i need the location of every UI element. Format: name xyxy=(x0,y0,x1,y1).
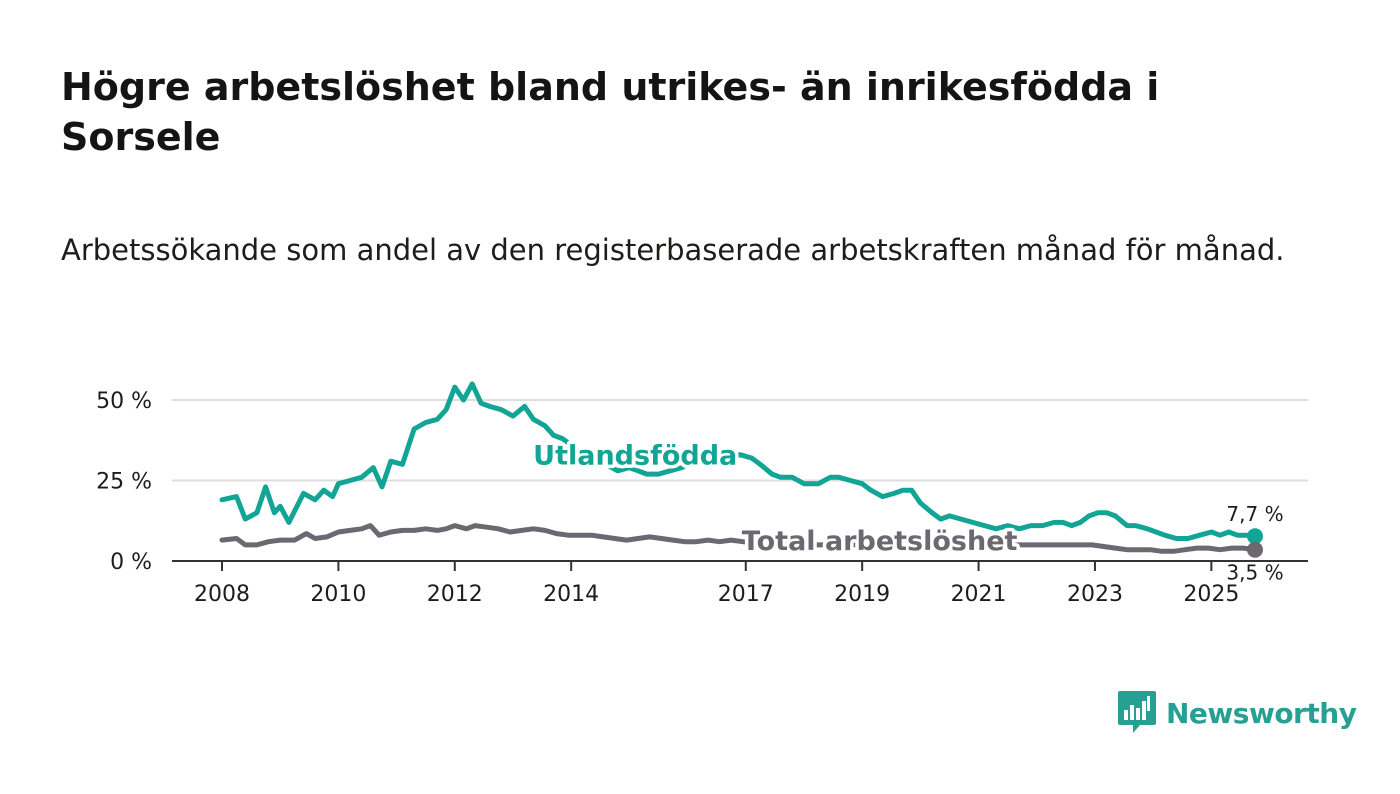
series-line-utlandsfodda xyxy=(219,381,1258,541)
chart-subtitle: Arbetssökande som andel av den registerb… xyxy=(61,233,1285,267)
end-label-total: 3,5 % xyxy=(1226,561,1283,585)
y-tick-label: 25 % xyxy=(96,470,152,495)
newsworthy-logo: Newsworthy xyxy=(1118,690,1357,736)
x-tick-label: 2017 xyxy=(718,582,774,607)
series-label-total: Total arbetslöshet xyxy=(742,526,1018,557)
x-tick-label: 2023 xyxy=(1067,582,1123,607)
x-tick-label: 2019 xyxy=(834,582,890,607)
y-tick-label: 50 % xyxy=(96,389,152,414)
end-point-total xyxy=(1247,541,1263,558)
newsworthy-brand-name: Newsworthy xyxy=(1166,696,1357,730)
x-tick-label: 2012 xyxy=(427,582,483,607)
x-tick-label: 2014 xyxy=(543,582,599,607)
x-tick-label: 2010 xyxy=(310,582,366,607)
end-point-utlandsfodda xyxy=(1247,528,1263,545)
end-label-utlandsfodda: 7,7 % xyxy=(1226,502,1283,526)
series-label-utlandsfodda: Utlandsfödda xyxy=(533,441,737,472)
newsworthy-logo-icon xyxy=(1118,691,1156,733)
x-tick-label: 2021 xyxy=(951,582,1007,607)
y-tick-label: 0 % xyxy=(110,550,152,575)
chart-title: Högre arbetslöshet bland utrikes- än inr… xyxy=(61,65,1160,159)
series-line-total xyxy=(219,523,1258,554)
x-tick-label: 2008 xyxy=(194,582,250,607)
x-tick-label: 2025 xyxy=(1183,582,1239,607)
